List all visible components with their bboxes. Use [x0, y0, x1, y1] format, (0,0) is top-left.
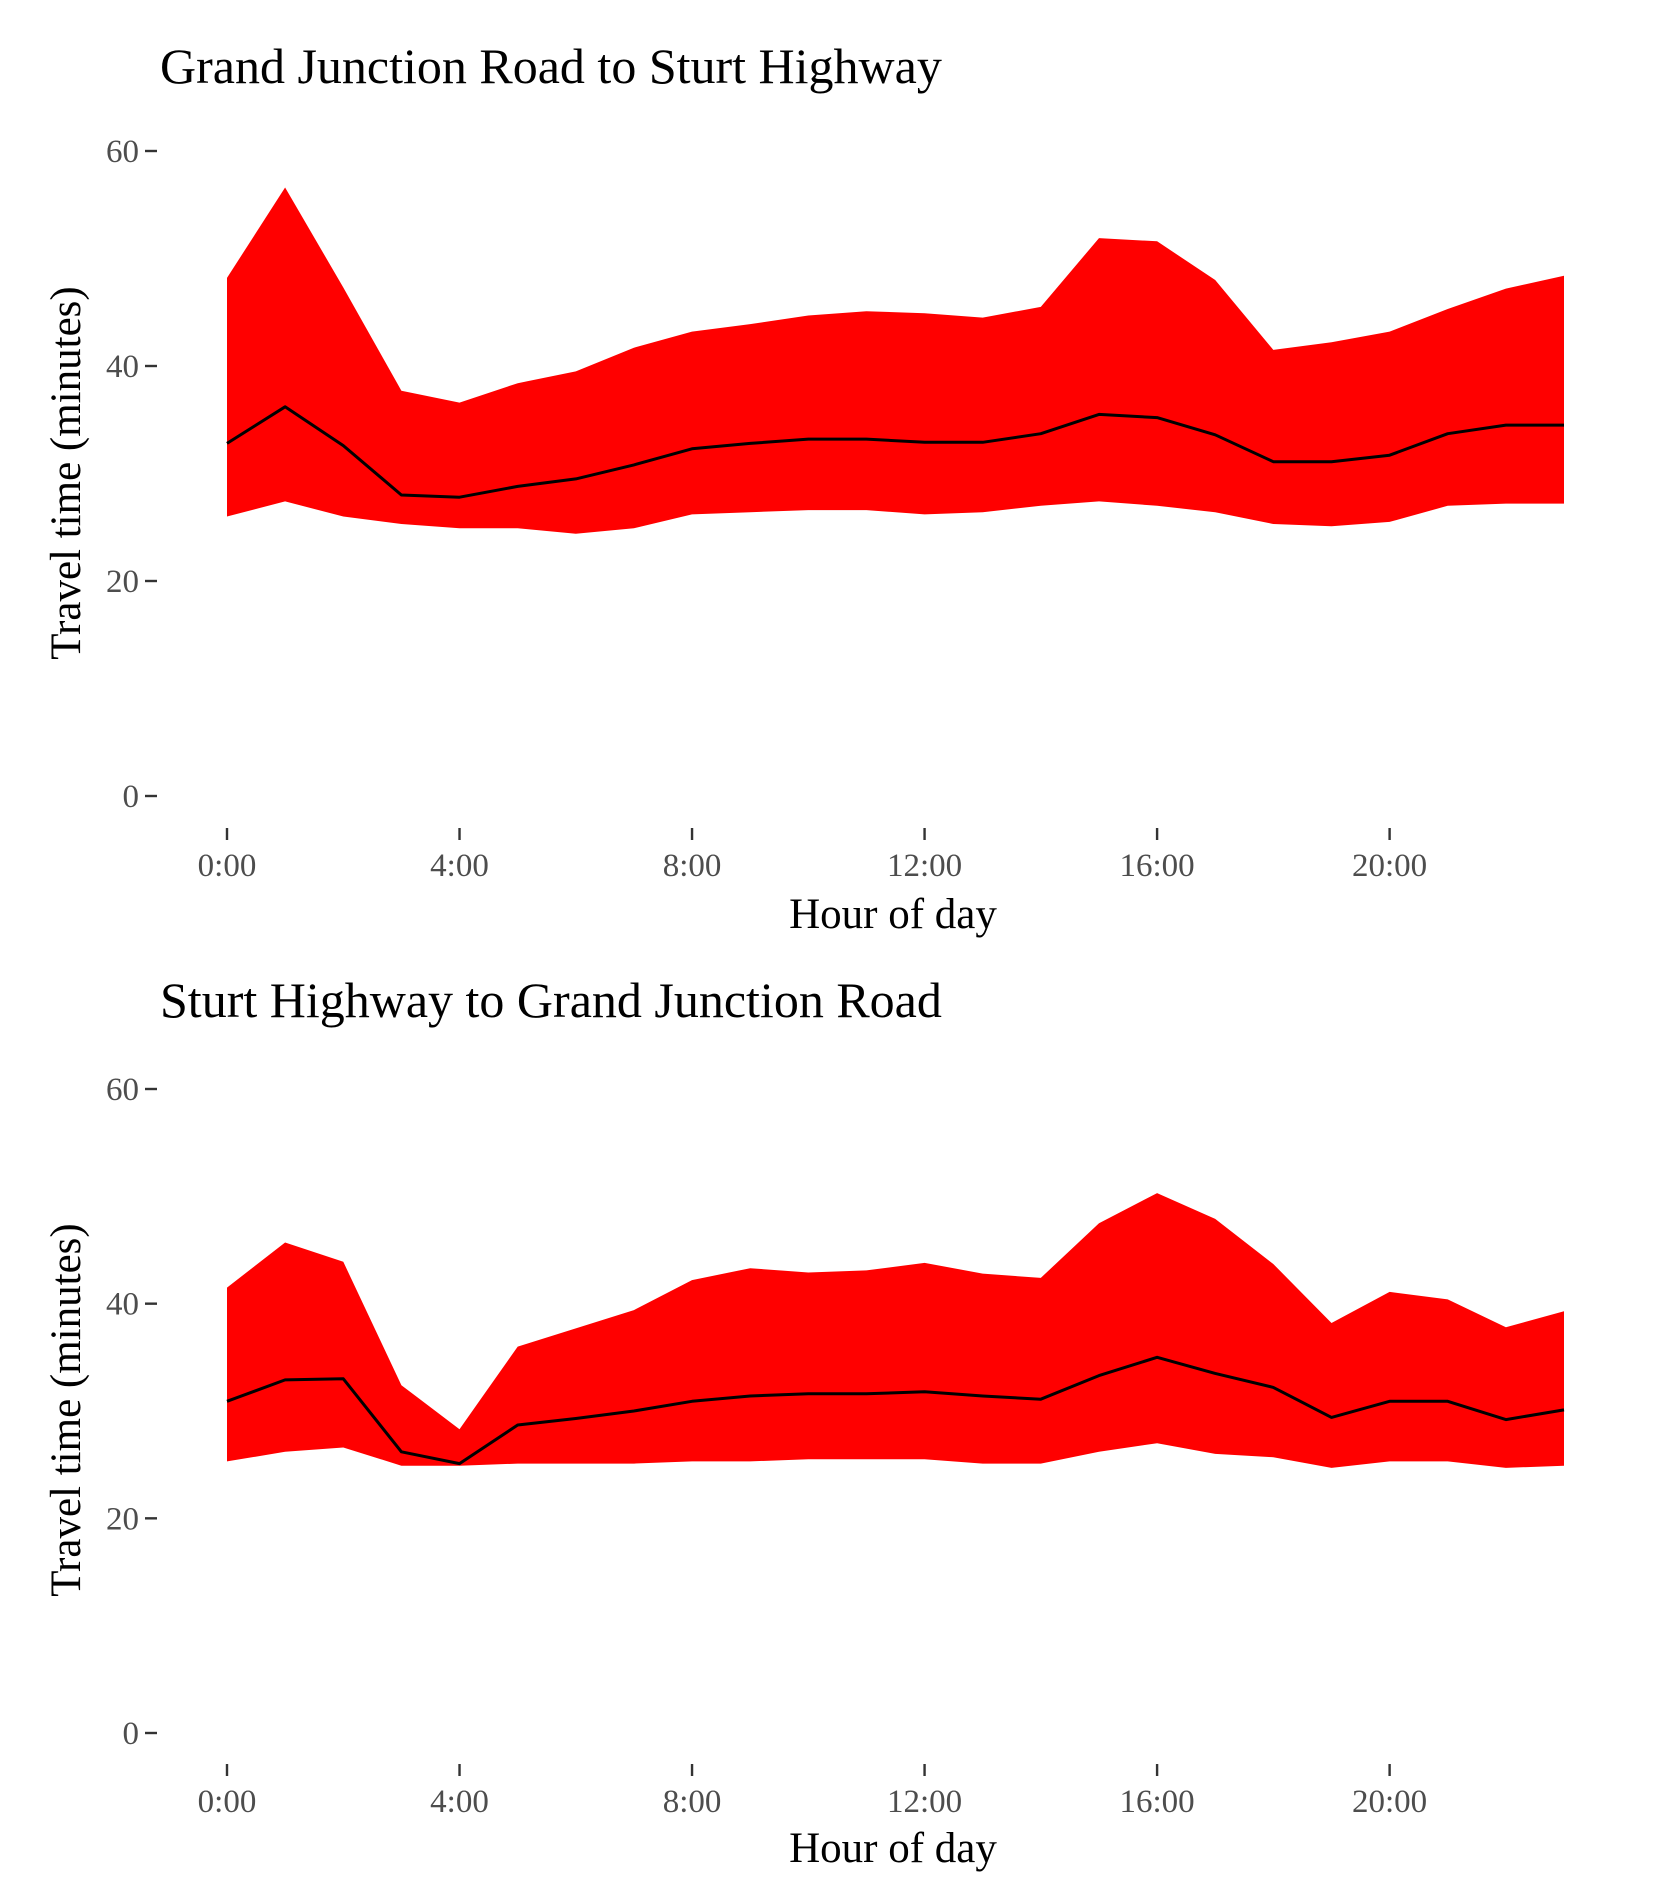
panel-grand-junction-to-sturt: Grand Junction Road to Sturt Highway 0 20… — [43, 38, 1564, 938]
y-tick-label: 60 — [106, 134, 139, 170]
x-tick-label: 20:00 — [1352, 1784, 1427, 1820]
x-tick-label: 16:00 — [1120, 1784, 1195, 1820]
y-tick-label: 40 — [106, 349, 139, 385]
x-tick-label: 0:00 — [198, 1784, 257, 1820]
x-tick-label: 20:00 — [1352, 848, 1427, 884]
y-tick-label: 0 — [123, 779, 140, 815]
chart-title: Grand Junction Road to Sturt Highway — [160, 38, 942, 94]
y-tick-label: 20 — [106, 1501, 139, 1537]
x-tick-label: 8:00 — [663, 1784, 722, 1820]
travel-time-range-band — [227, 1193, 1564, 1468]
y-axis: 0 20 40 60 — [106, 134, 157, 815]
x-axis-title: Hour of day — [789, 1825, 997, 1872]
x-tick-label: 8:00 — [663, 848, 722, 884]
x-axis: 0:00 4:00 8:00 12:00 16:00 20:00 — [198, 828, 1427, 884]
chart-title: Sturt Highway to Grand Junction Road — [160, 972, 942, 1028]
x-tick-label: 4:00 — [430, 1784, 489, 1820]
y-tick-label: 0 — [123, 1716, 140, 1752]
x-axis: 0:00 4:00 8:00 12:00 16:00 20:00 — [198, 1764, 1427, 1820]
y-tick-label: 40 — [106, 1287, 139, 1323]
travel-time-range-band — [227, 187, 1564, 534]
median-travel-time-line — [226, 405, 1564, 499]
median-travel-time-line — [226, 1355, 1565, 1466]
y-axis: 0 20 40 60 — [106, 1072, 157, 1752]
x-tick-label: 4:00 — [430, 848, 489, 884]
y-axis-title: Travel time (minutes) — [43, 1223, 90, 1596]
y-axis-title: Travel time (minutes) — [43, 286, 90, 659]
x-tick-label: 12:00 — [887, 848, 962, 884]
panel-sturt-to-grand-junction: Sturt Highway to Grand Junction Road 0 20… — [43, 972, 1565, 1872]
y-tick-label: 60 — [106, 1072, 139, 1108]
x-tick-label: 0:00 — [198, 848, 257, 884]
x-tick-label: 12:00 — [887, 1784, 962, 1820]
x-tick-label: 16:00 — [1120, 848, 1195, 884]
x-axis-title: Hour of day — [789, 891, 997, 938]
y-tick-label: 20 — [106, 564, 139, 600]
